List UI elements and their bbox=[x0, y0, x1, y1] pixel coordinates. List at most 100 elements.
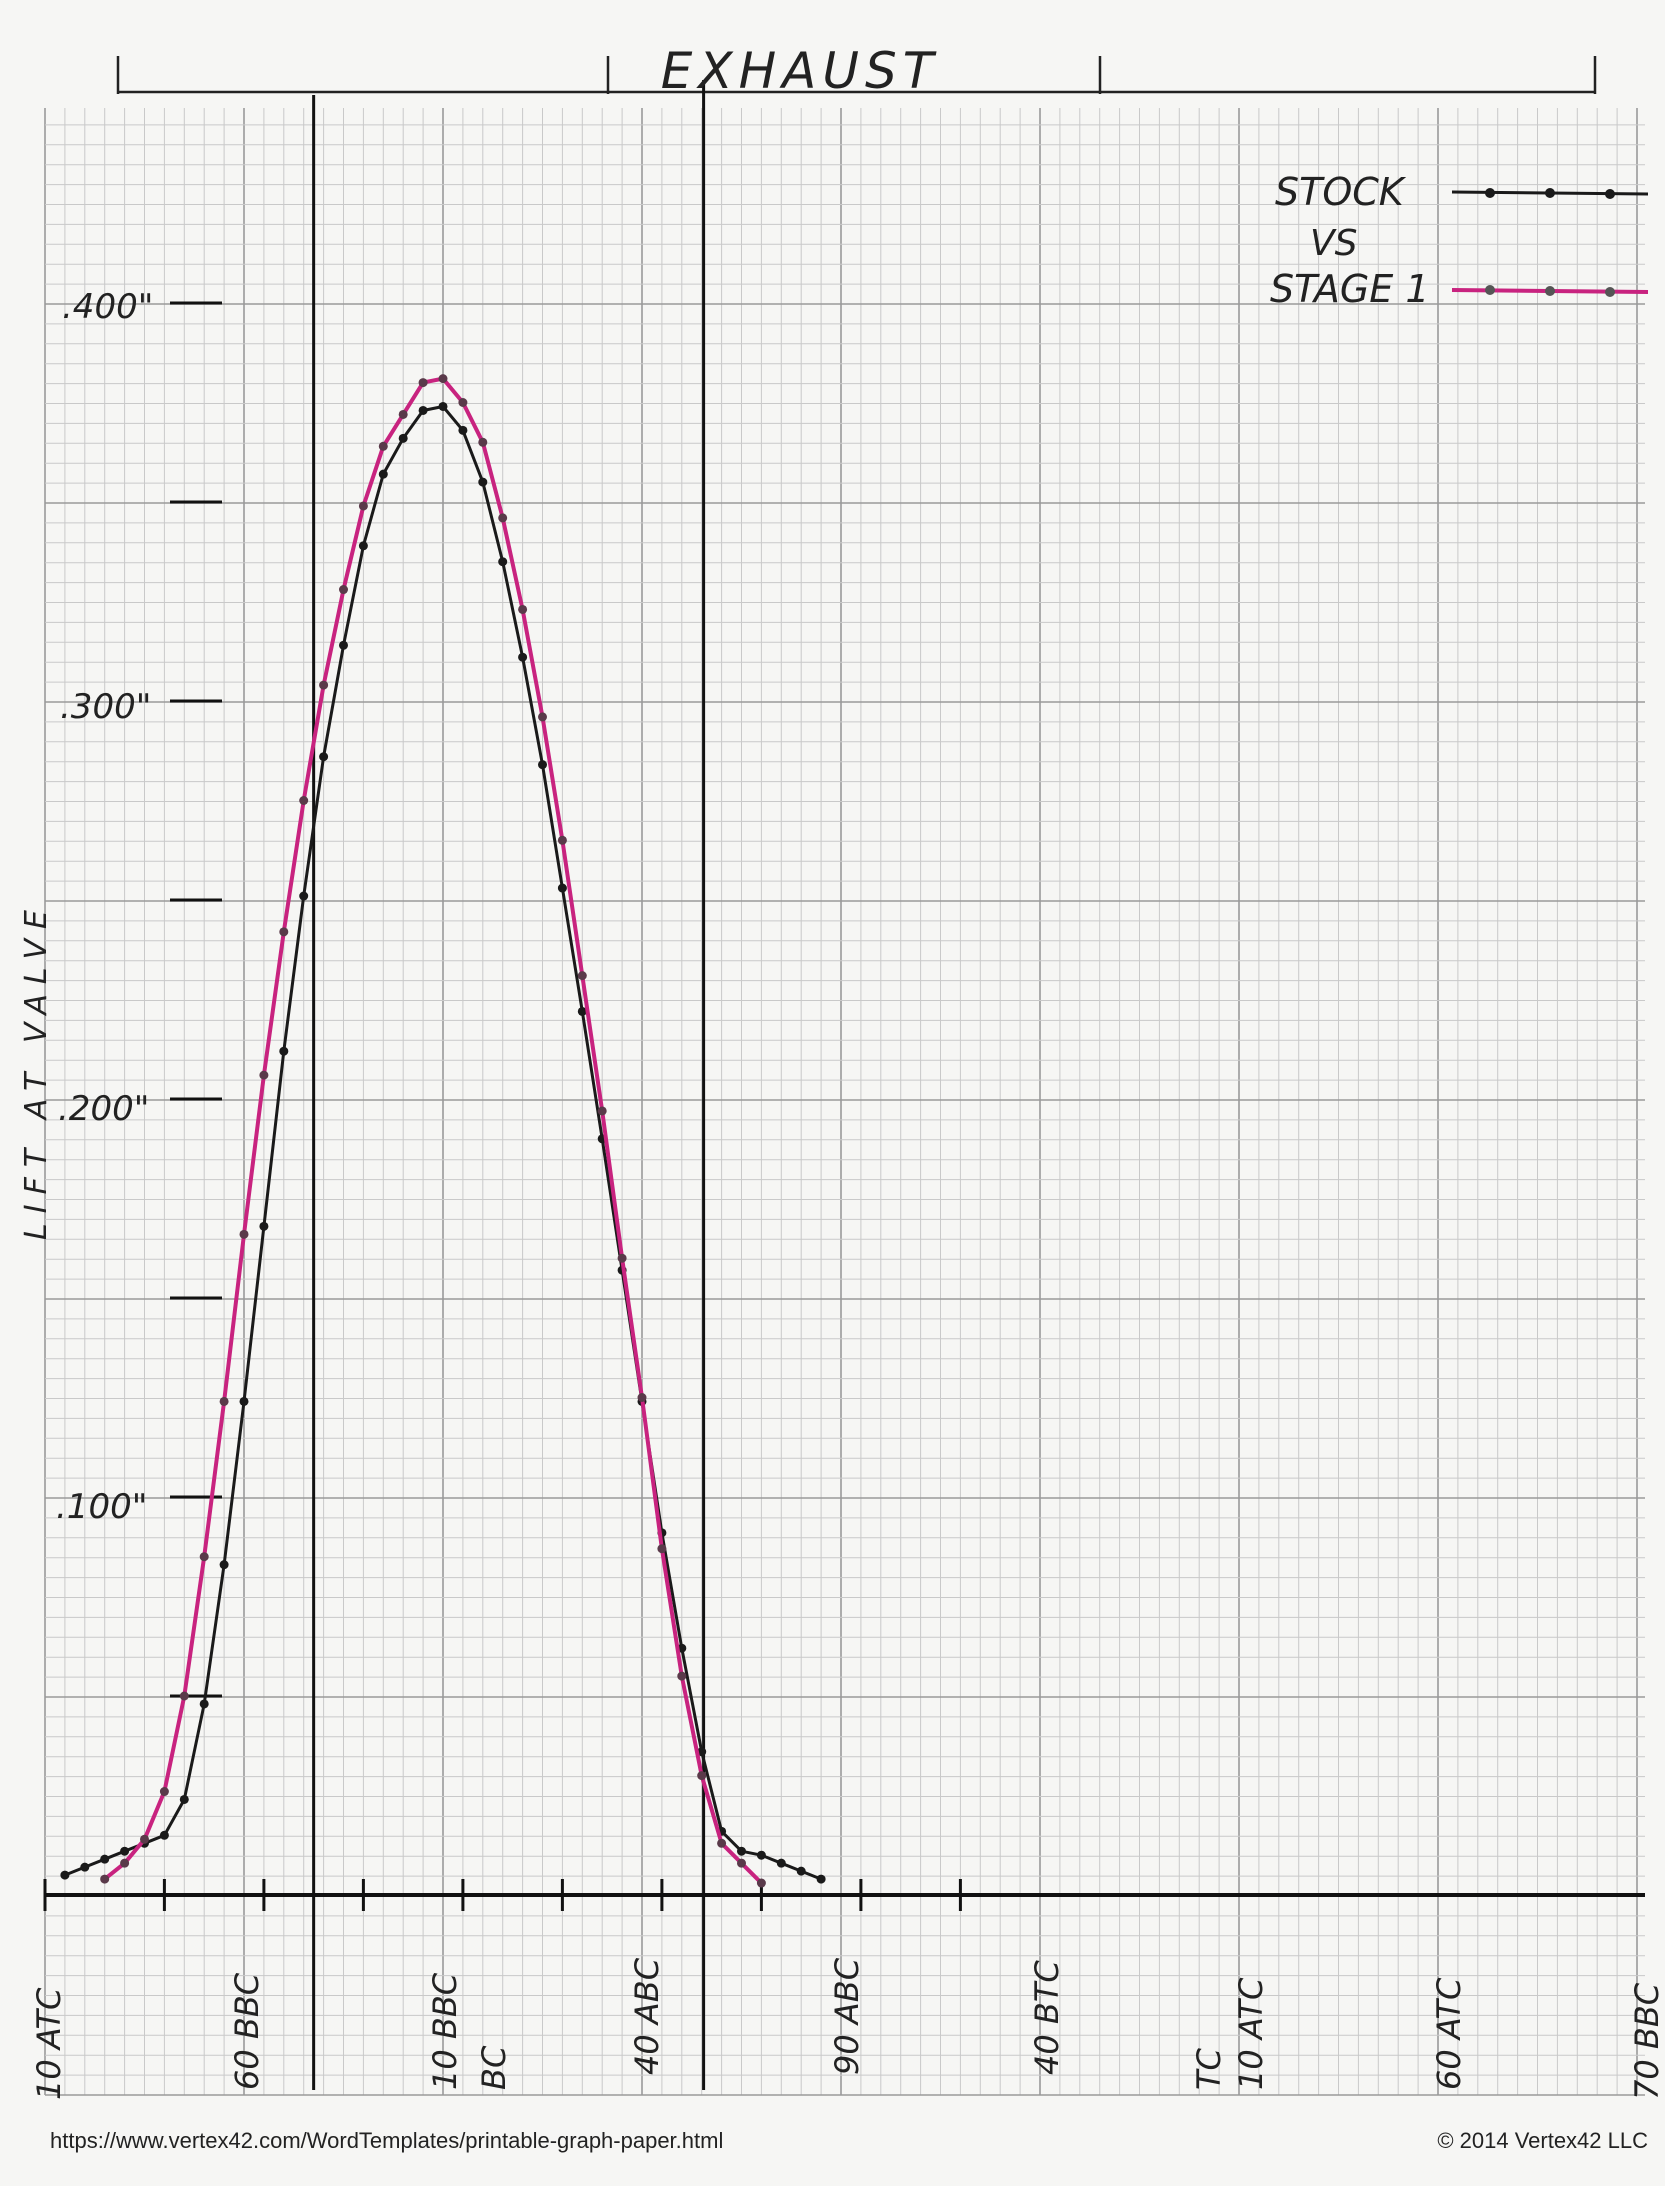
data-point bbox=[199, 1699, 209, 1709]
data-point bbox=[339, 640, 348, 650]
data-point bbox=[358, 541, 368, 551]
data-point bbox=[199, 1552, 209, 1562]
data-point bbox=[159, 1830, 169, 1840]
legend-marker-stock bbox=[1605, 189, 1615, 199]
legend-label-stage1: STAGE 1 bbox=[1270, 267, 1430, 311]
data-point bbox=[239, 1229, 249, 1239]
legend-marker-stage1 bbox=[1545, 286, 1555, 296]
data-point bbox=[259, 1070, 269, 1080]
graph-paper-grid bbox=[44, 108, 1645, 2096]
series-layer bbox=[60, 374, 826, 1888]
data-point bbox=[418, 378, 428, 388]
data-point bbox=[120, 1858, 130, 1868]
x-tick-label: 60 BBC bbox=[228, 1972, 266, 2090]
x-tick-label: 10 ATC bbox=[30, 1987, 68, 2100]
data-point bbox=[756, 1850, 766, 1860]
data-point bbox=[339, 585, 348, 595]
chart-title: EXHAUST bbox=[661, 42, 940, 100]
data-point bbox=[279, 927, 289, 937]
data-point bbox=[717, 1838, 727, 1848]
data-point bbox=[120, 1846, 130, 1856]
legend-marker-stock bbox=[1545, 188, 1555, 198]
data-point bbox=[577, 971, 587, 981]
data-point bbox=[538, 712, 547, 722]
data-point bbox=[478, 437, 488, 447]
data-point bbox=[796, 1866, 806, 1876]
footer-copyright: © 2014 Vertex42 LLC bbox=[1437, 2128, 1648, 2153]
data-point bbox=[299, 891, 309, 901]
legend-marker-stage1 bbox=[1605, 287, 1615, 297]
data-point bbox=[259, 1221, 269, 1231]
data-point bbox=[657, 1544, 667, 1554]
data-point bbox=[319, 680, 329, 690]
x-tick-label: BC bbox=[475, 2045, 513, 2090]
data-point bbox=[557, 883, 567, 893]
data-point bbox=[438, 374, 448, 384]
x-tick-label: 60 ATC bbox=[1430, 1977, 1468, 2090]
y-tick-label-300: .300" bbox=[60, 687, 151, 727]
data-point bbox=[557, 835, 567, 845]
data-point bbox=[219, 1560, 229, 1570]
data-point bbox=[358, 501, 368, 511]
series-line bbox=[103, 376, 763, 1885]
data-point bbox=[776, 1858, 786, 1868]
data-point bbox=[319, 752, 329, 762]
data-point bbox=[80, 1862, 90, 1872]
data-point bbox=[597, 1106, 607, 1116]
data-point bbox=[299, 796, 309, 805]
data-point bbox=[100, 1854, 110, 1864]
data-point bbox=[617, 1253, 627, 1263]
legend: STOCK VS STAGE 1 bbox=[1270, 170, 1649, 311]
data-point bbox=[219, 1396, 229, 1406]
footer-url: https://www.vertex42.com/WordTemplates/p… bbox=[50, 2128, 723, 2153]
y-axis-label: LIFT AT VALVE bbox=[19, 900, 54, 1240]
data-point bbox=[637, 1393, 647, 1402]
data-point bbox=[538, 760, 547, 770]
data-point bbox=[279, 1046, 289, 1056]
data-point bbox=[140, 1834, 149, 1844]
data-point bbox=[378, 469, 388, 479]
data-point bbox=[398, 409, 408, 419]
legend-marker-stock bbox=[1485, 188, 1495, 198]
data-point bbox=[60, 1870, 70, 1880]
data-point bbox=[179, 1794, 189, 1804]
x-tick-label: 90 ABC bbox=[828, 1957, 866, 2075]
data-point bbox=[458, 425, 468, 435]
data-point bbox=[518, 652, 528, 662]
data-point bbox=[239, 1396, 249, 1406]
data-point bbox=[577, 1006, 587, 1016]
x-tick-label: 40 BTC bbox=[1028, 1960, 1066, 2075]
data-point bbox=[398, 433, 408, 443]
data-point bbox=[677, 1671, 687, 1681]
data-point bbox=[816, 1874, 826, 1884]
data-point bbox=[458, 398, 468, 407]
series-stock bbox=[60, 401, 826, 1884]
x-tick-label: 10 BBC bbox=[426, 1972, 464, 2090]
data-point bbox=[518, 604, 528, 614]
data-point bbox=[737, 1858, 746, 1868]
data-point bbox=[159, 1787, 169, 1797]
x-tick-labels: 10 ATC 60 BBC 10 BBC BC 40 ABC 90 ABC 40… bbox=[30, 1957, 1665, 2100]
data-point bbox=[756, 1878, 766, 1888]
data-point bbox=[498, 513, 508, 523]
data-point bbox=[378, 441, 388, 451]
x-tick-label: 70 BBC bbox=[1628, 1982, 1665, 2100]
data-point bbox=[179, 1691, 189, 1701]
data-point bbox=[697, 1747, 707, 1757]
y-tick-label-100: .100" bbox=[56, 1487, 147, 1527]
y-tick-label-200: .200" bbox=[58, 1089, 149, 1129]
series-stage-1 bbox=[100, 374, 766, 1888]
data-point bbox=[478, 477, 488, 487]
data-point bbox=[100, 1874, 110, 1884]
data-point bbox=[697, 1771, 707, 1781]
data-point bbox=[418, 405, 428, 415]
x-tick-label: 40 ABC bbox=[628, 1957, 666, 2075]
legend-marker-stage1 bbox=[1485, 285, 1495, 295]
legend-vs-text: VS bbox=[1310, 223, 1357, 264]
x-tick-label: 10 ATC bbox=[1232, 1977, 1270, 2090]
data-point bbox=[438, 401, 448, 411]
data-point bbox=[498, 557, 508, 567]
chart-frame bbox=[45, 56, 1645, 2090]
y-tick-label-400: .400" bbox=[62, 287, 153, 327]
